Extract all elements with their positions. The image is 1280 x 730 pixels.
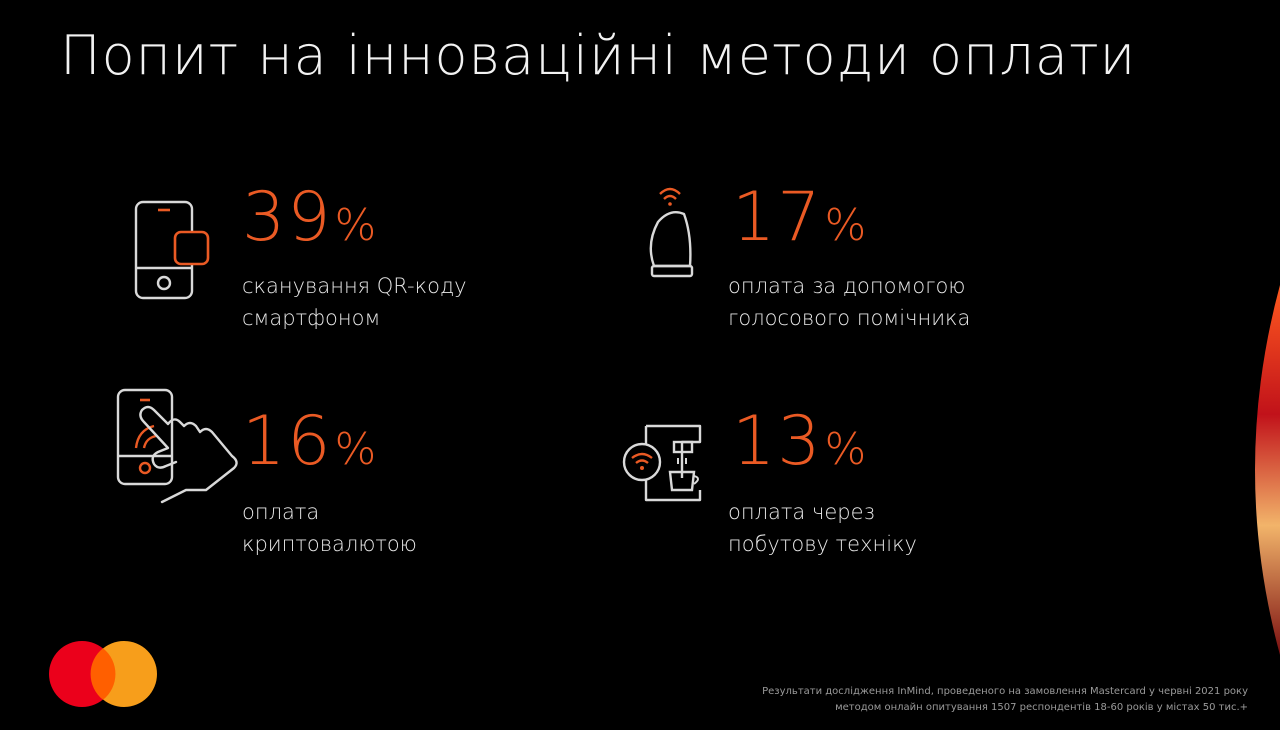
stat-label: оплата через побутову техніку <box>728 500 917 556</box>
page-title: Попит на інноваційні методи оплати <box>60 24 1137 87</box>
stat-value: 13% <box>732 402 867 481</box>
stat-value: 39% <box>242 178 377 257</box>
stat-label: сканування QR-коду смартфоном <box>242 274 467 330</box>
stat-label: оплата за допомогою голосового помічника <box>728 274 971 330</box>
research-footnote: Результати дослідження InMind, проведено… <box>762 686 1248 713</box>
voice-assistant-speaker-icon <box>649 187 694 278</box>
coffee-machine-wifi-icon <box>622 424 702 502</box>
hand-tap-phone-icon <box>116 388 238 504</box>
mastercard-logo-icon <box>49 641 157 707</box>
stat-label: оплата криптовалютою <box>242 500 417 556</box>
smartphone-qr-icon <box>134 200 210 300</box>
decorative-sphere-edge <box>1255 285 1280 655</box>
stat-value: 16% <box>242 402 377 481</box>
stat-value: 17% <box>732 178 867 257</box>
